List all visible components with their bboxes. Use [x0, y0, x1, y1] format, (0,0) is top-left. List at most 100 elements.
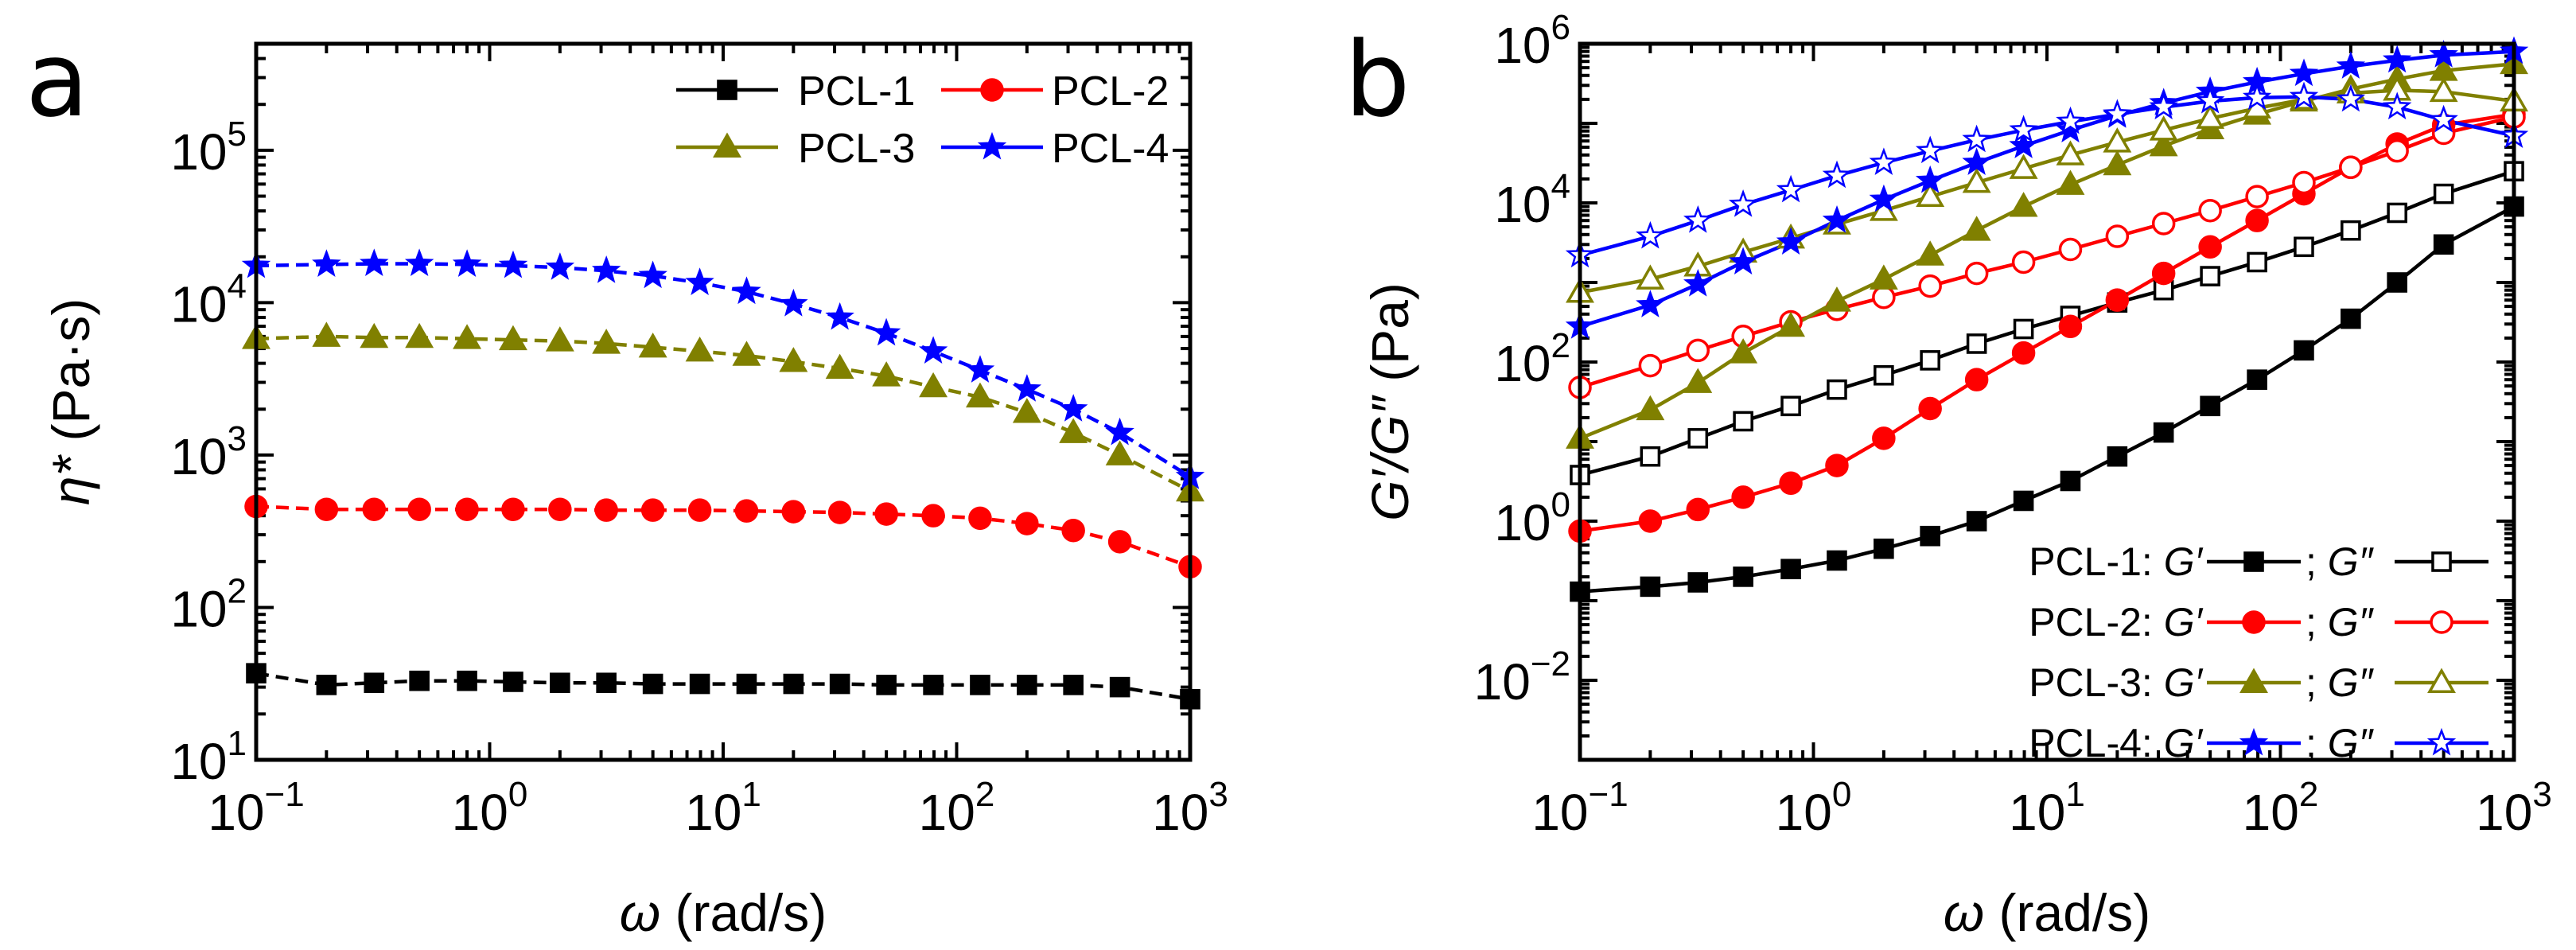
data-point-pcl-2-g-gdoubleprime: [2011, 250, 2036, 274]
data-point-pcl-3-g-gdoubleprime: [2009, 154, 2038, 179]
data-point-pcl-1: [1109, 676, 1130, 698]
panel-a-y-tick-labels: 101 102 103 104 105: [170, 115, 247, 790]
data-point-pcl-3: [965, 382, 994, 408]
data-point-pcl-1-g-gprime: [2060, 470, 2081, 492]
data-point-pcl-1-g-gprime: [1687, 572, 1709, 593]
data-point-pcl-3: [592, 329, 621, 354]
data-point-pcl-1-g-gdoubleprime: [2013, 318, 2034, 340]
data-point-pcl-2: [781, 500, 806, 524]
data-point-pcl-4-g-gdoubleprime: [2242, 82, 2272, 111]
data-point-pcl-2-g-gdoubleprime: [2058, 237, 2083, 262]
data-point-pcl-4-g-gprime: [1636, 290, 1665, 317]
legend-marker: [977, 131, 1007, 160]
data-point-pcl-2-g-gdoubleprime: [2151, 212, 2176, 236]
legend-marker-open: [2426, 727, 2457, 756]
data-point-pcl-2: [594, 498, 618, 522]
legend-row-pcl-1: PCL-1: G′ ; G″: [2029, 539, 2488, 584]
data-point-pcl-4: [825, 302, 854, 330]
data-point-pcl-4: [1105, 417, 1134, 446]
data-point-pcl-4-g-gprime: [1822, 205, 1852, 233]
x-tick-label: 103: [2476, 775, 2552, 841]
data-point-pcl-4: [732, 276, 761, 305]
legend-row-separator: ; G″: [2306, 539, 2375, 584]
legend-entry-pcl-1: PCL-1: [676, 68, 915, 115]
data-point-pcl-1-g-gdoubleprime: [2341, 220, 2361, 241]
data-point-pcl-2: [827, 500, 852, 524]
data-point-pcl-3-g-gprime: [2009, 192, 2038, 217]
data-point-pcl-4: [1012, 374, 1042, 402]
legend-label: PCL-3: [798, 126, 915, 172]
data-point-pcl-3-g-gprime: [1729, 338, 1758, 364]
y-tick-label: 105: [170, 115, 247, 181]
data-point-pcl-1-g-gprime: [2433, 234, 2454, 255]
data-point-pcl-1: [642, 673, 663, 695]
data-point-pcl-2: [1061, 518, 1085, 543]
data-point-pcl-2-g-gdoubleprime: [2339, 155, 2363, 180]
data-point-pcl-4: [312, 249, 341, 278]
legend-marker-open: [2431, 551, 2452, 572]
data-point-pcl-2-g-gdoubleprime: [2245, 185, 2269, 208]
x-tick-label: 101: [2009, 775, 2085, 841]
data-point-pcl-4-g-gprime: [1776, 227, 1806, 255]
data-point-pcl-4: [638, 260, 667, 289]
data-point-pcl-1-g-gdoubleprime: [1874, 364, 1894, 386]
data-point-pcl-1-g-gdoubleprime: [1920, 350, 1940, 371]
data-point-pcl-2-g-gprime: [2105, 288, 2130, 312]
data-point-pcl-1-g-gprime: [1827, 550, 1847, 571]
data-point-pcl-4: [871, 317, 901, 346]
legend-marker-filled: [2239, 668, 2268, 693]
panel-b-modulus-chart: b 10−1 100 101 102 103 10−2 100 102 104 106 ω (r…: [1344, 8, 2552, 942]
panel-b-y-tick-labels: 10−2 100 102 104 106: [1474, 8, 1570, 711]
data-point-pcl-4-g-gdoubleprime: [2429, 104, 2458, 133]
data-point-pcl-1-g-gprime: [2200, 395, 2220, 417]
data-point-pcl-2-g-gprime: [1872, 426, 1896, 450]
data-point-pcl-4-g-gdoubleprime: [1776, 174, 1806, 203]
data-point-pcl-4-g-gprime: [2056, 115, 2085, 143]
data-point-pcl-4: [359, 248, 389, 276]
data-point-pcl-2: [455, 497, 479, 521]
data-point-pcl-1-g-gprime: [1733, 566, 1753, 587]
legend-row-separator: ; G″: [2306, 600, 2375, 644]
panel-a-legend: PCL-1 PCL-2 PCL-3 PCL-4: [676, 68, 1169, 172]
legend-row-label: PCL-4: G′: [2029, 721, 2203, 765]
data-point-pcl-2-g-gprime: [2151, 261, 2176, 286]
data-point-pcl-4-g-gprime: [1962, 147, 1991, 176]
data-point-pcl-2: [362, 497, 387, 521]
panel-b-x-tick-labels: 10−1 100 101 102 103: [1531, 775, 2552, 841]
data-point-pcl-1: [923, 675, 944, 695]
legend-label: PCL-1: [798, 68, 915, 115]
data-point-pcl-3-g-gprime: [2103, 150, 2132, 176]
x-tick-label: 103: [1152, 775, 1228, 841]
data-point-pcl-4: [1058, 394, 1088, 422]
data-point-pcl-2-g-gdoubleprime: [1918, 274, 1942, 298]
data-point-pcl-1-g-gprime: [1920, 525, 1940, 547]
data-point-pcl-4-g-gdoubleprime: [2149, 91, 2178, 120]
data-point-pcl-4: [779, 288, 808, 317]
data-point-pcl-3-g-gdoubleprime: [2056, 140, 2085, 165]
data-point-pcl-4-g-gdoubleprime: [1869, 147, 1899, 176]
data-point-pcl-4-g-gdoubleprime: [2289, 81, 2319, 110]
data-point-pcl-3-g-gdoubleprime: [1636, 264, 1665, 290]
data-point-pcl-1-g-gdoubleprime: [1827, 379, 1847, 400]
panel-b-legend: PCL-1: G′; G″PCL-2: G′; G″PCL-3: G′; G″P…: [2029, 539, 2488, 765]
data-point-pcl-3: [312, 321, 341, 347]
data-point-pcl-4-g-gprime: [2382, 45, 2412, 73]
data-point-pcl-3-g-gprime: [2149, 130, 2178, 157]
legend-marker-filled: [2239, 727, 2269, 756]
data-point-pcl-2: [1107, 530, 1132, 554]
data-point-pcl-3: [872, 361, 901, 387]
data-point-pcl-4: [545, 252, 575, 280]
data-point-pcl-1: [689, 673, 710, 695]
data-point-pcl-1: [457, 670, 477, 691]
data-point-pcl-1-g-gprime: [2294, 340, 2314, 361]
data-point-pcl-2-g-gprime: [2058, 314, 2083, 339]
data-point-pcl-4-g-gdoubleprime: [2009, 115, 2038, 143]
data-point-pcl-1-g-gprime: [2013, 490, 2034, 512]
data-point-pcl-1-g-gdoubleprime: [1733, 411, 1753, 432]
data-point-pcl-2: [501, 497, 525, 521]
data-point-pcl-1: [409, 670, 430, 691]
panel-label-a: a: [25, 19, 89, 140]
data-point-pcl-3-g-gprime: [1869, 264, 1898, 290]
data-point-pcl-3-g-gprime: [1776, 311, 1806, 337]
